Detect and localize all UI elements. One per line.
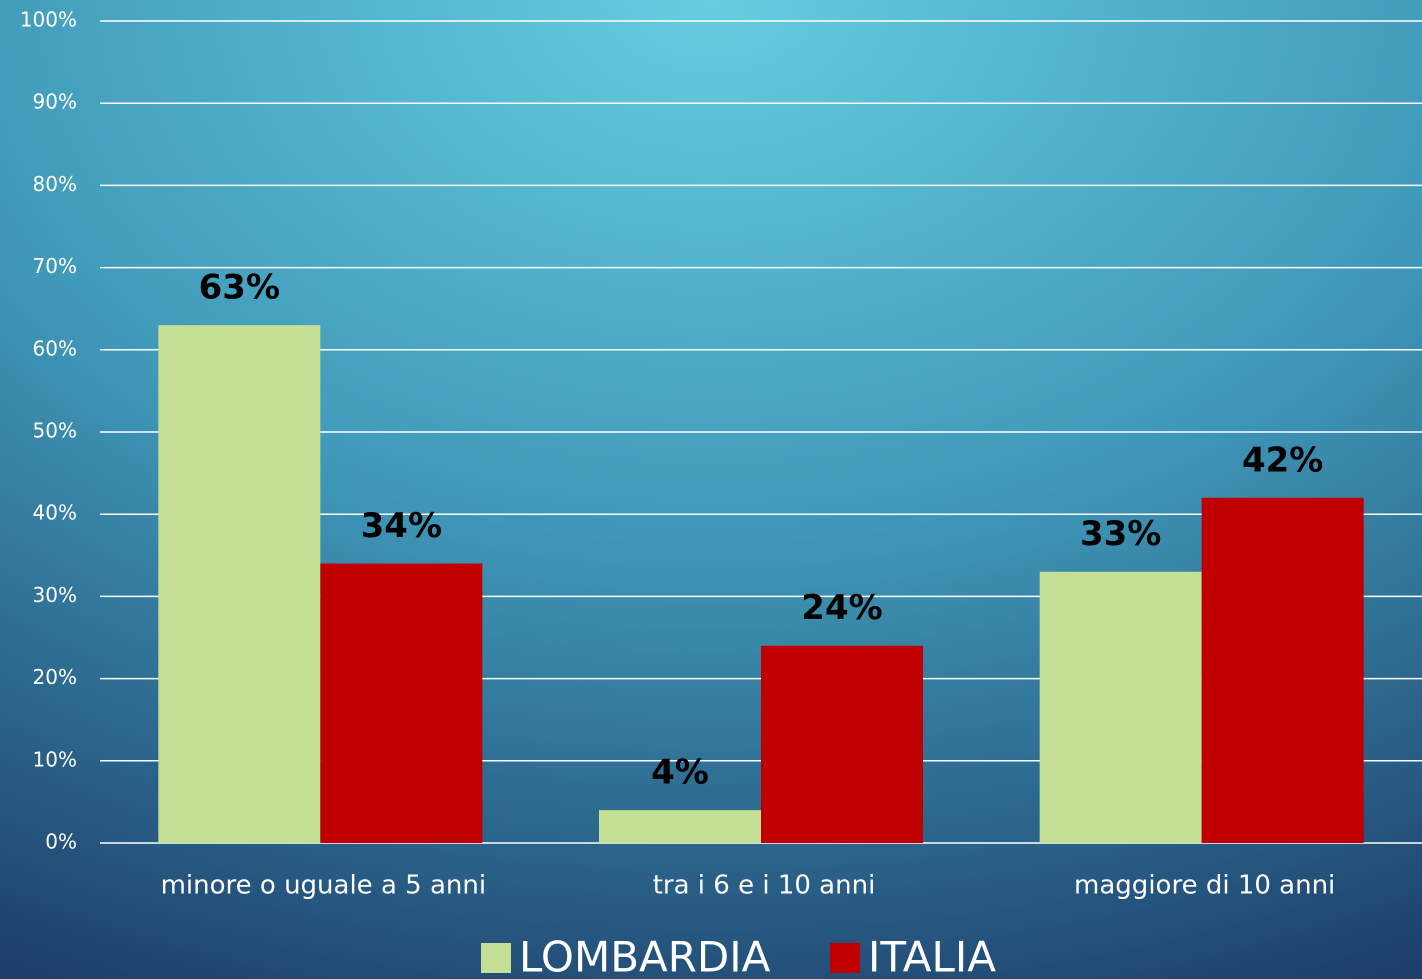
value-label: 4% [651,753,709,793]
y-tick-label: 20% [33,665,77,689]
bar [599,810,761,843]
y-tick-label: 100% [20,8,77,32]
bar [1201,497,1364,843]
y-tick-label: 30% [33,583,77,607]
legend-swatch [830,943,860,973]
bar [1039,571,1202,843]
y-tick-label: 10% [33,747,77,771]
value-label: 34% [361,506,442,546]
legend-label: LOMBARDIA [519,933,771,979]
legend-swatch [481,943,511,973]
y-tick-label: 70% [33,254,77,278]
x-tick-label: minore o uguale a 5 anni [161,871,486,901]
y-tick-label: 60% [33,336,77,360]
y-tick-label: 50% [33,419,77,443]
value-label: 24% [801,588,882,628]
value-label: 33% [1080,514,1161,554]
x-tick-label: maggiore di 10 anni [1074,871,1335,901]
bar [320,563,483,843]
y-tick-label: 80% [33,172,77,196]
y-tick-label: 0% [45,830,77,854]
value-label: 42% [1242,440,1323,480]
value-label: 63% [199,268,280,308]
x-tick-label: tra i 6 e i 10 anni [653,871,876,901]
y-tick-label: 90% [33,90,77,114]
bar [158,325,321,843]
bar [761,645,923,843]
y-tick-label: 40% [33,501,77,525]
legend-label: ITALIA [868,933,996,979]
